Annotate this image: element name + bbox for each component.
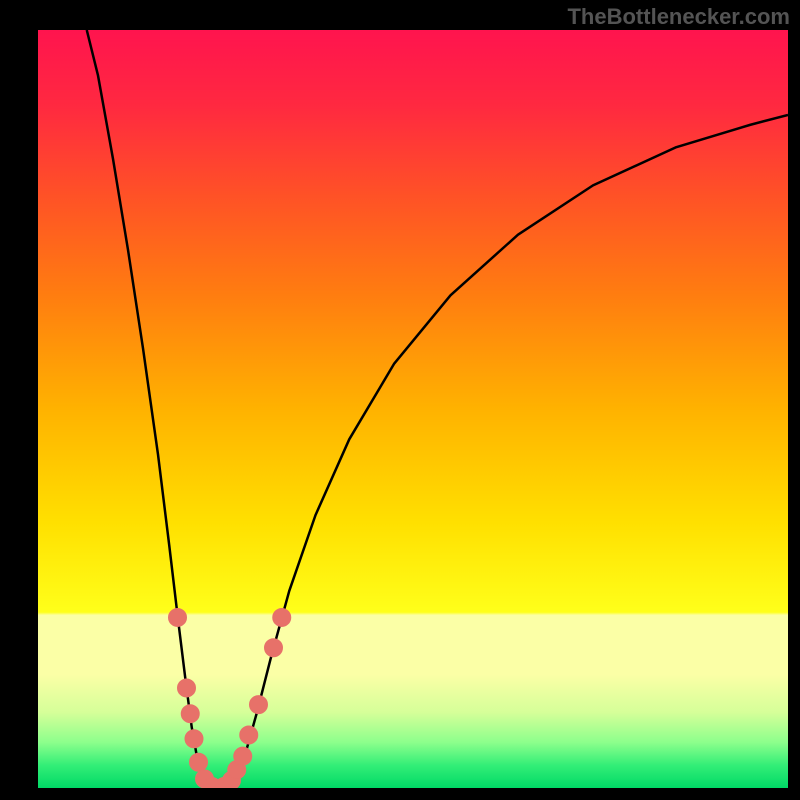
data-marker (240, 726, 258, 744)
data-marker (190, 753, 208, 771)
data-marker (185, 730, 203, 748)
plot-area (38, 30, 788, 788)
data-marker (250, 696, 268, 714)
data-marker (178, 679, 196, 697)
data-marker (234, 747, 252, 765)
data-marker (265, 639, 283, 657)
watermark-text: TheBottlenecker.com (567, 4, 790, 30)
data-marker (273, 608, 291, 626)
data-marker (181, 705, 199, 723)
chart-container: TheBottlenecker.com (0, 0, 800, 800)
data-marker (169, 608, 187, 626)
